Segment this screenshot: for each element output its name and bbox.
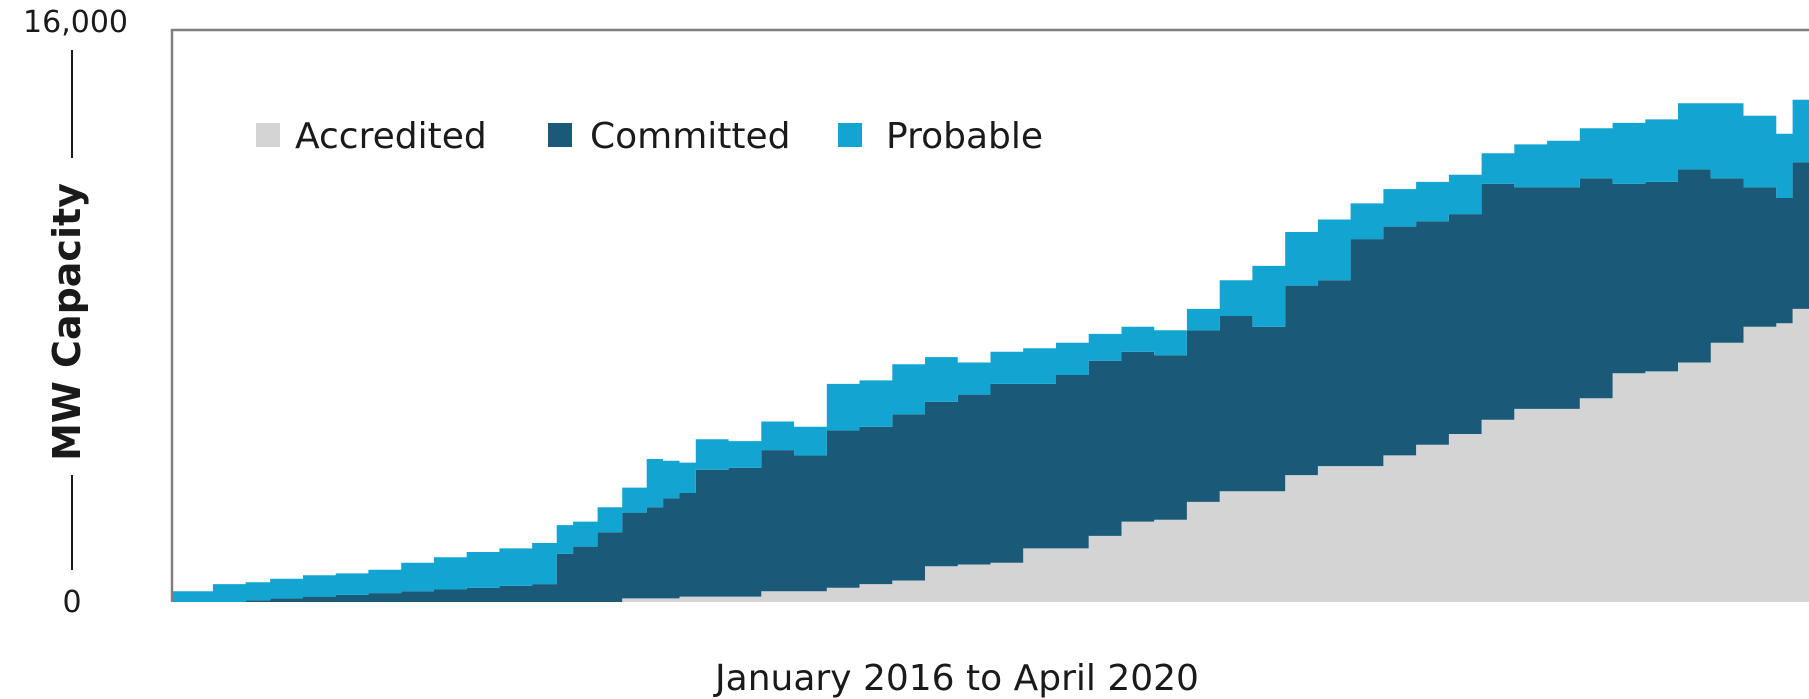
plot-frame — [170, 28, 1809, 602]
x-axis-label: January 2016 to April 2020 — [713, 658, 1199, 699]
legend-swatch-accredited — [256, 123, 280, 147]
legend-label-accredited: Accredited — [295, 116, 487, 157]
legend-item-probable: Probable — [838, 116, 1043, 157]
y-tick-max: 16,000 — [23, 5, 128, 40]
plot-areas — [172, 62, 1809, 602]
area-series-committed — [172, 130, 1809, 602]
legend-item-committed: Committed — [548, 116, 791, 157]
legend-item-accredited: Accredited — [256, 116, 487, 157]
legend-label-committed: Committed — [590, 116, 791, 157]
legend-swatch-probable — [838, 123, 862, 147]
legend-swatch-committed — [548, 123, 572, 147]
legend: Accredited Committed Probable — [256, 116, 1043, 157]
legend-label-probable: Probable — [886, 116, 1043, 157]
area-series-probable — [172, 62, 1809, 602]
area-series-accredited — [172, 269, 1809, 602]
y-tick-zero: 0 — [62, 585, 81, 620]
y-axis-label: MW Capacity — [45, 183, 89, 461]
